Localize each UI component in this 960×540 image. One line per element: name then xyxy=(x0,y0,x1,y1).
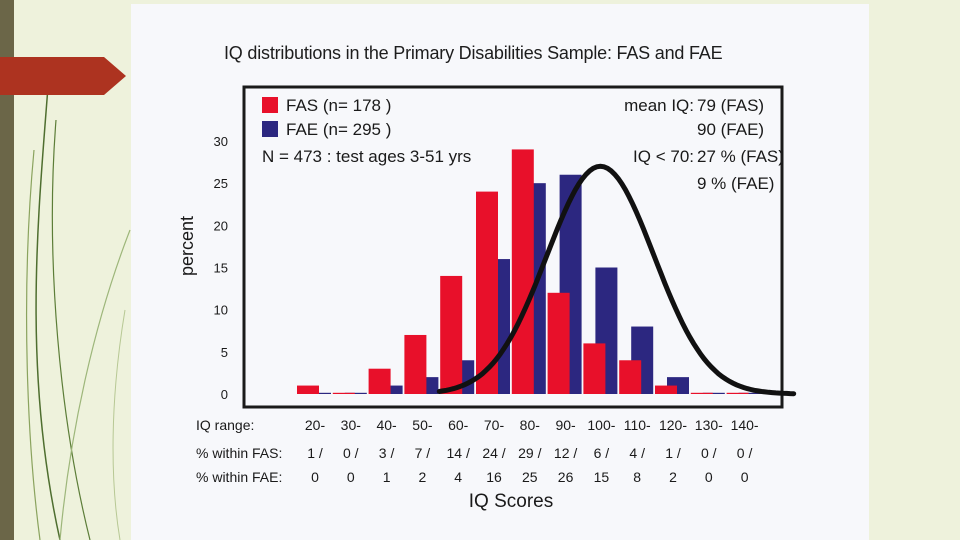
fae-bar xyxy=(702,392,725,394)
fas-percent-cell: 12 / xyxy=(554,445,577,461)
fae-bar xyxy=(380,385,403,394)
fae-percent-cell: 0 xyxy=(347,469,355,485)
left-accent-strip xyxy=(0,0,14,540)
fas-percent-cell: 14 / xyxy=(447,445,470,461)
fas-bar xyxy=(583,343,606,394)
mean-iq-fas: 79 (FAS) xyxy=(697,96,764,115)
iq70-label: IQ < 70: xyxy=(633,147,694,166)
fae-bar xyxy=(309,392,331,394)
fas-bar xyxy=(655,385,677,394)
iq-range-tick: 40- xyxy=(376,417,397,433)
fas-percent-cell: 29 / xyxy=(518,445,541,461)
mean-iq-fae: 90 (FAE) xyxy=(697,120,764,139)
plot-frame xyxy=(242,85,784,409)
iq-range-tick: 120- xyxy=(659,417,687,433)
fas-percent-cell: 24 / xyxy=(482,445,505,461)
iq-range-tick: 140- xyxy=(731,417,759,433)
fas-percent-cell: 0 / xyxy=(701,445,717,461)
y-tick-label: 0 xyxy=(221,387,228,402)
row-label-range: IQ range: xyxy=(196,417,254,433)
iq70-fae: 9 % (FAE) xyxy=(697,174,774,193)
fae-percent-cell: 16 xyxy=(486,469,502,485)
fas-percent-cell: 3 / xyxy=(379,445,395,461)
y-tick-label: 25 xyxy=(214,176,228,191)
fas-bar xyxy=(726,392,749,394)
fas-percent-cell: 1 / xyxy=(307,445,323,461)
fae-percent-cell: 2 xyxy=(419,469,427,485)
fas-percent-cell: 1 / xyxy=(665,445,681,461)
iq70-fas: 27 % (FAS) xyxy=(697,147,784,166)
fas-percent-cell: 7 / xyxy=(415,445,431,461)
legend-fae-label: FAE (n= 295 ) xyxy=(286,120,391,139)
sample-annotation: N = 473 : test ages 3-51 yrs xyxy=(262,147,471,166)
fas-bar xyxy=(476,191,498,394)
fas-bar xyxy=(404,334,427,394)
iq-range-tick: 110- xyxy=(624,417,651,433)
iq-range-tick: 70- xyxy=(484,417,505,433)
fae-percent-cell: 26 xyxy=(558,469,574,485)
fas-bar xyxy=(690,392,713,394)
fas-bar xyxy=(368,368,391,394)
y-tick-label: 30 xyxy=(214,134,228,149)
row-label-fas: % within FAS: xyxy=(196,445,282,461)
title-arrow-icon xyxy=(0,57,126,95)
fae-percent-cell: 2 xyxy=(669,469,677,485)
decorative-curves xyxy=(26,59,131,540)
row-label-fae: % within FAE: xyxy=(196,469,282,485)
fae-percent-cell: 15 xyxy=(594,469,610,485)
y-tick-label: 5 xyxy=(221,345,228,360)
fae-percent-cell: 4 xyxy=(454,469,462,485)
fas-bar xyxy=(332,392,355,394)
x-axis-label: IQ Scores xyxy=(469,491,553,512)
fae-percent-cell: 0 xyxy=(741,469,749,485)
y-axis-label: percent xyxy=(177,216,197,276)
iq-range-tick: 20- xyxy=(305,417,326,433)
fae-bar xyxy=(344,392,367,394)
fas-percent-cell: 0 / xyxy=(343,445,359,461)
iq-range-tick: 100- xyxy=(587,417,615,433)
iq-range-tick: 30- xyxy=(341,417,362,433)
iq-range-tick: 60- xyxy=(448,417,469,433)
y-tick-label: 15 xyxy=(214,261,228,276)
fas-bar xyxy=(440,275,463,394)
fae-percent-cell: 1 xyxy=(383,469,391,485)
iq-range-tick: 80- xyxy=(520,417,541,433)
fas-bar xyxy=(511,149,534,394)
fae-percent-cell: 0 xyxy=(311,469,319,485)
y-tick-label: 20 xyxy=(214,218,228,233)
fae-percent-cell: 0 xyxy=(705,469,713,485)
fas-bar xyxy=(619,360,642,394)
mean-iq-label: mean IQ: xyxy=(624,96,694,115)
legend-fas-swatch xyxy=(262,97,278,113)
fae-bar xyxy=(738,392,761,394)
fas-bar xyxy=(297,385,319,394)
legend-fae-swatch xyxy=(262,121,278,137)
chart-title: IQ distributions in the Primary Disabili… xyxy=(224,43,723,63)
fas-bar xyxy=(547,292,570,394)
iq-range-tick: 50- xyxy=(412,417,433,433)
iq-range-tick: 130- xyxy=(695,417,723,433)
fae-percent-cell: 25 xyxy=(522,469,538,485)
legend-fas-label: FAS (n= 178 ) xyxy=(286,96,391,115)
fas-percent-cell: 0 / xyxy=(737,445,753,461)
fas-percent-cell: 6 / xyxy=(594,445,610,461)
normal-curve-line xyxy=(436,163,797,397)
iq-range-tick: 90- xyxy=(555,417,576,433)
fae-percent-cell: 8 xyxy=(633,469,641,485)
y-tick-label: 10 xyxy=(214,303,228,318)
fas-percent-cell: 4 / xyxy=(629,445,645,461)
